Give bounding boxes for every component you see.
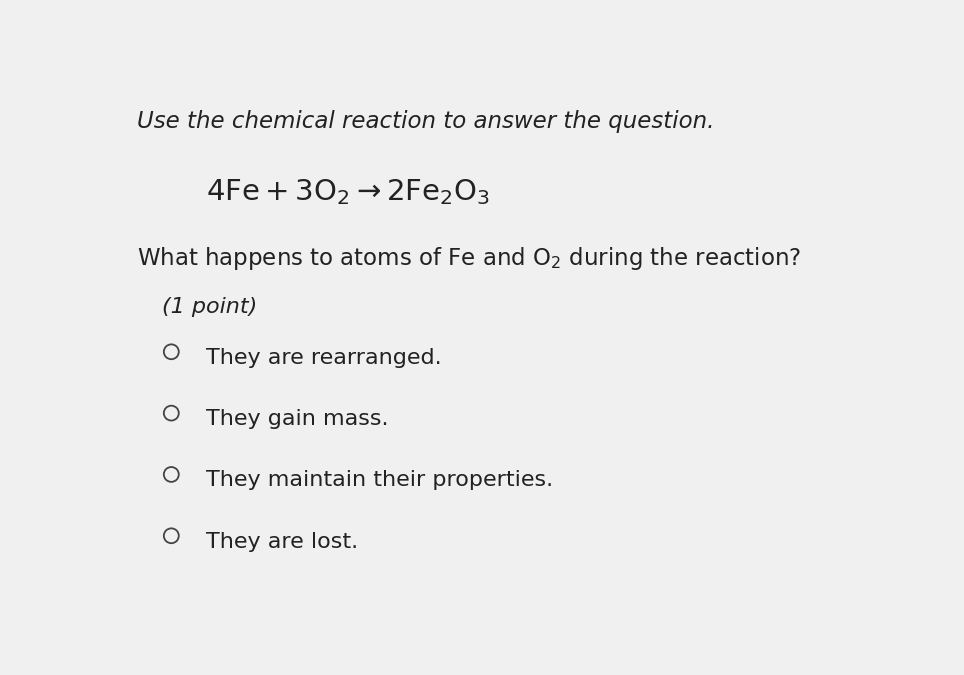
Text: They maintain their properties.: They maintain their properties.	[206, 470, 553, 490]
Text: $\mathregular{4Fe + 3O_2 \rightarrow 2Fe_2O_3}$: $\mathregular{4Fe + 3O_2 \rightarrow 2Fe…	[206, 177, 491, 207]
Text: Use the chemical reaction to answer the question.: Use the chemical reaction to answer the …	[137, 109, 714, 132]
Text: What happens to atoms of Fe and O$_2$ during the reaction?: What happens to atoms of Fe and O$_2$ du…	[137, 245, 801, 272]
Text: (1 point): (1 point)	[162, 297, 256, 317]
Text: They gain mass.: They gain mass.	[206, 409, 388, 429]
Text: They are rearranged.: They are rearranged.	[206, 348, 442, 368]
Text: They are lost.: They are lost.	[206, 532, 359, 551]
